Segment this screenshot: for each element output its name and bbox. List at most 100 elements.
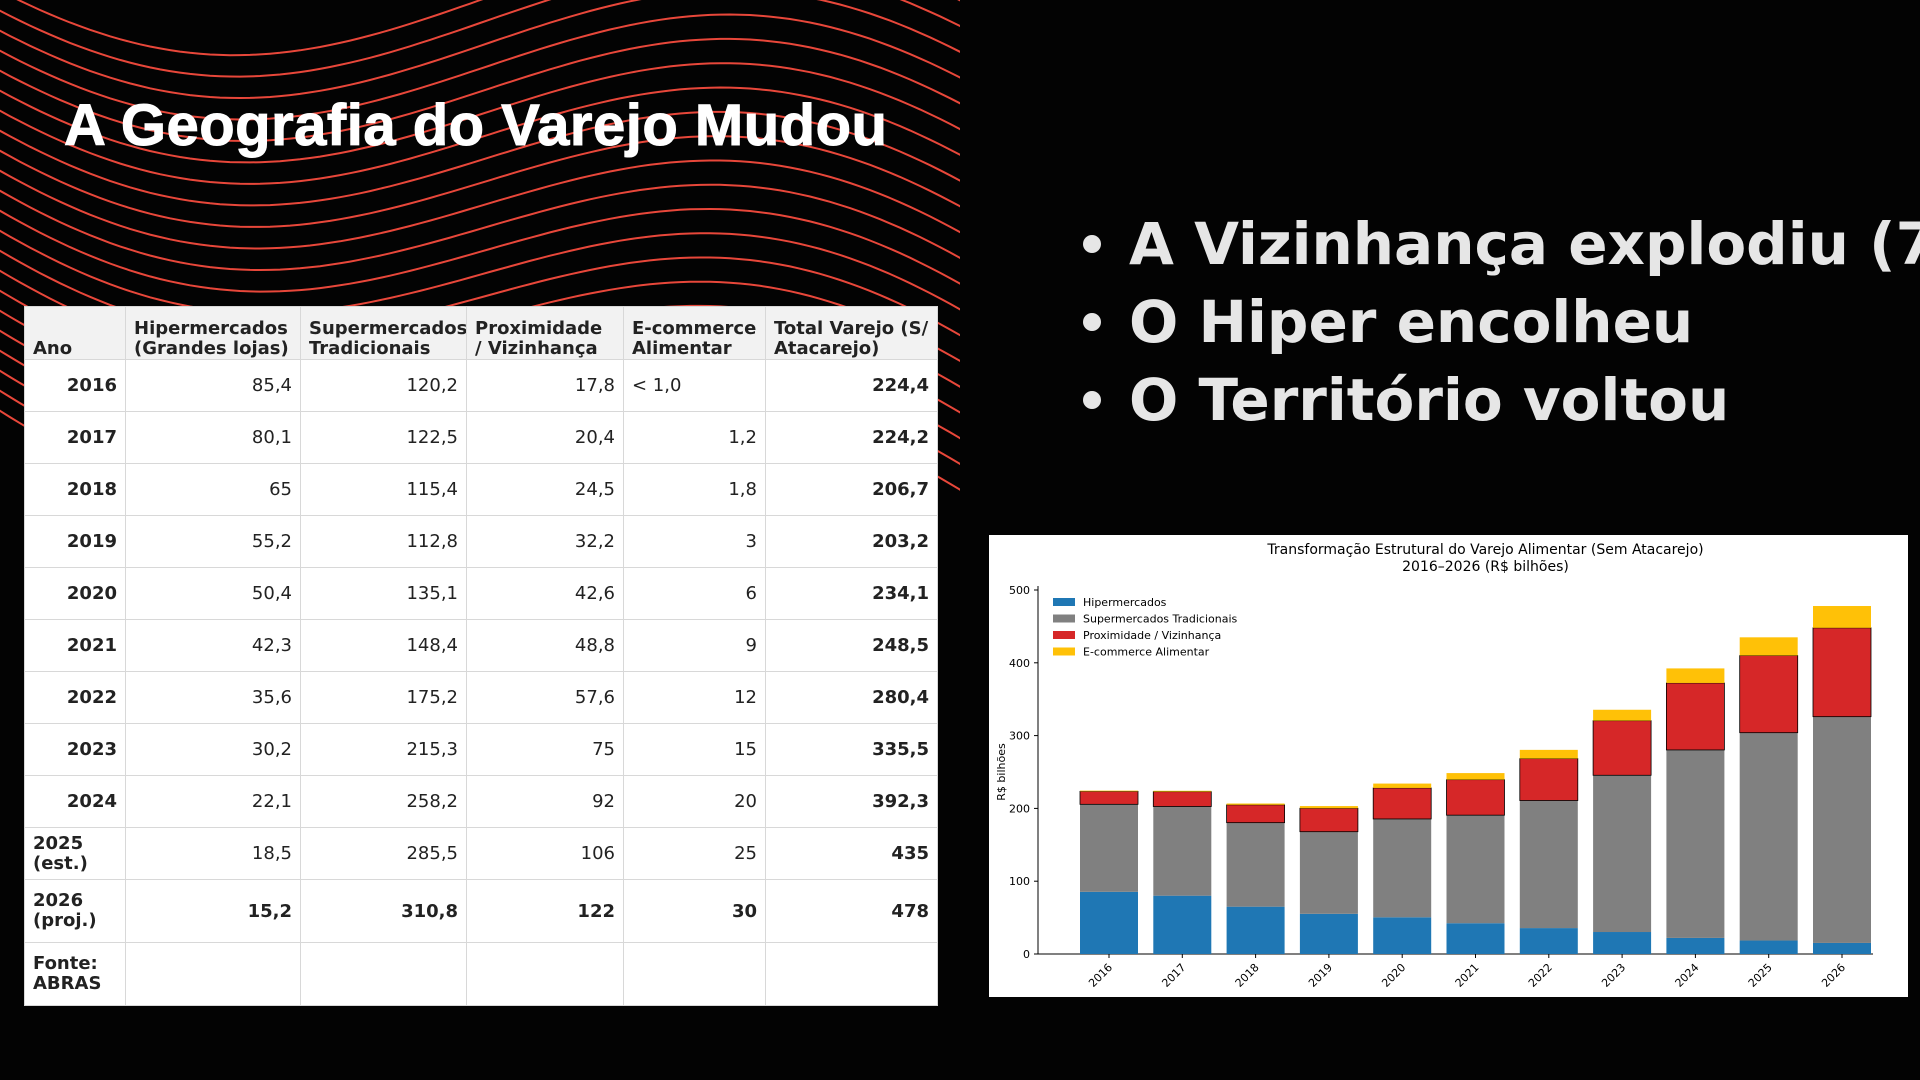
x-tick-label: 2017: [1159, 961, 1188, 990]
table-cell: 115,4: [300, 463, 467, 516]
bar-segment-proximidade-vizinhan-a: [1226, 804, 1286, 824]
x-tick-label: 2020: [1379, 961, 1408, 990]
table-cell: 120,2: [300, 359, 467, 412]
x-tick-label: 2025: [1746, 961, 1775, 990]
table-cell: 2018: [24, 463, 126, 516]
bar-segment-hipermercados: [1080, 891, 1138, 954]
wave-line: [0, 135, 960, 228]
legend-swatch: [1053, 598, 1075, 606]
bar-segment-hipermercados: [1593, 932, 1652, 954]
bar-segment-hipermercados: [1666, 937, 1725, 954]
bar-segment-proximidade-vizinhan-a: [1299, 807, 1359, 833]
header-cell: Total Varejo (S/ Atacarejo): [765, 306, 938, 360]
table-cell: < 1,0: [623, 359, 766, 412]
table-row: 2016 85,4 120,2 17,8 < 1,0 224,4: [24, 359, 938, 412]
table-cell: 9: [623, 619, 766, 672]
wave-line: [0, 110, 960, 207]
bar-segment-supermercados-tradicionais: [1299, 831, 1358, 914]
table-cell: 50,4: [125, 567, 301, 620]
table-cell: 135,1: [300, 567, 467, 620]
table-cell: [623, 942, 766, 1006]
bar-segment-e-commerce-alimentar: [1739, 637, 1798, 656]
bar-segment-e-commerce-alimentar: [1446, 773, 1505, 780]
stacked-bar-chart: Transformação Estrutural do Varejo Alime…: [989, 535, 1908, 997]
bar-segment-supermercados-tradicionais: [1446, 815, 1505, 924]
table-cell: 3: [623, 515, 766, 568]
bar-segment-supermercados-tradicionais: [1226, 822, 1285, 907]
table-cell: 248,5: [765, 619, 938, 672]
header-cell: E-commerce Alimentar: [623, 306, 766, 360]
bar-segment-supermercados-tradicionais: [1080, 804, 1138, 892]
bullet-icon: [1083, 390, 1101, 409]
x-tick-label: 2024: [1673, 961, 1702, 990]
bar-segment-e-commerce-alimentar: [1519, 749, 1578, 759]
bar-segment-supermercados-tradicionais: [1373, 818, 1432, 918]
bar-segment-e-commerce-alimentar: [1666, 668, 1725, 683]
bar-segment-hipermercados: [1373, 917, 1432, 954]
bar-segment-proximidade-vizinhan-a: [1446, 779, 1505, 816]
table-row: 2025 (est.) 18,5 285,5 106 25 435: [24, 827, 938, 880]
bar-segment-supermercados-tradicionais: [1813, 716, 1871, 943]
table-cell: 75: [466, 723, 624, 776]
wave-line: [0, 229, 960, 315]
table-cell: 335,5: [765, 723, 938, 776]
table-cell: [300, 942, 467, 1006]
bar-segment-hipermercados: [1226, 906, 1285, 954]
slide-title: A Geografia do Varejo Mudou: [63, 93, 888, 159]
source-note: Fonte: ABRAS: [24, 942, 126, 1006]
table-row: 2022 35,6 175,2 57,6 12 280,4: [24, 671, 938, 724]
bar-segment-e-commerce-alimentar: [1226, 803, 1285, 805]
table-cell: 2020: [24, 567, 126, 620]
bar-segment-hipermercados: [1446, 923, 1505, 954]
legend-label: Hipermercados: [1083, 596, 1167, 609]
bullet-item: O Território voltou: [1083, 361, 1920, 439]
bar-segment-hipermercados: [1813, 942, 1871, 954]
y-tick-label: 500: [1009, 584, 1030, 597]
chart-subtitle: 2016–2026 (R$ bilhões): [1402, 559, 1569, 575]
y-tick-label: 300: [1009, 730, 1030, 743]
table-cell: 435: [765, 827, 938, 880]
y-tick-label: 100: [1009, 875, 1030, 888]
table-cell: 175,2: [300, 671, 467, 724]
table-cell: 215,3: [300, 723, 467, 776]
wave-line: [0, 37, 960, 142]
wave-line: [0, 207, 960, 293]
table-cell: [125, 942, 301, 1006]
wave-line: [0, 159, 960, 250]
bar-segment-e-commerce-alimentar: [1299, 806, 1358, 809]
table-cell: 148,4: [300, 619, 467, 672]
table-cell: 478: [765, 879, 938, 943]
bullet-item: O Hiper encolheu: [1083, 283, 1920, 361]
x-tick-label: 2019: [1306, 961, 1335, 990]
header-cell: Hipermercados (Grandes lojas): [125, 306, 301, 360]
table-cell: 30,2: [125, 723, 301, 776]
header-cell: Proximidade / Vizinhança: [466, 306, 624, 360]
table-cell: 2022: [24, 671, 126, 724]
table-cell: 80,1: [125, 411, 301, 464]
table-cell: 65: [125, 463, 301, 516]
table-cell: 2023: [24, 723, 126, 776]
bar-segment-supermercados-tradicionais: [1519, 800, 1578, 929]
x-tick-label: 2026: [1819, 961, 1848, 990]
table-cell: 12: [623, 671, 766, 724]
legend-label: Supermercados Tradicionais: [1083, 613, 1238, 626]
bar-segment-hipermercados: [1299, 913, 1358, 954]
wave-line: [0, 0, 960, 100]
table-cell: 234,1: [765, 567, 938, 620]
bar-segment-supermercados-tradicionais: [1153, 806, 1212, 896]
table-footer-row: Fonte: ABRAS: [24, 942, 938, 1006]
wave-line: [0, 13, 960, 121]
bar-segment-proximidade-vizinhan-a: [1592, 720, 1652, 776]
table-cell: 224,4: [765, 359, 938, 412]
table-cell: 2019: [24, 515, 126, 568]
wave-line: [0, 0, 960, 78]
table-cell: 22,1: [125, 775, 301, 828]
table-row: 2021 42,3 148,4 48,8 9 248,5: [24, 619, 938, 672]
y-axis-label: R$ bilhões: [995, 743, 1008, 801]
table-cell: 310,8: [300, 879, 467, 943]
x-tick-label: 2023: [1599, 961, 1628, 990]
table-row: 2020 50,4 135,1 42,6 6 234,1: [24, 567, 938, 620]
bar-segment-proximidade-vizinhan-a: [1666, 682, 1725, 751]
table-cell: 106: [466, 827, 624, 880]
bar-segment-hipermercados: [1519, 928, 1578, 954]
